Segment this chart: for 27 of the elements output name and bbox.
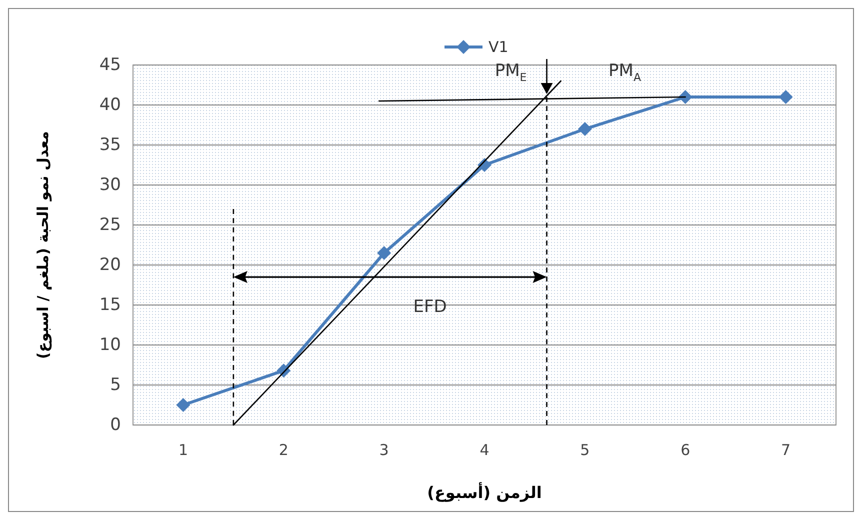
y-tick-label: 30 <box>99 175 121 195</box>
y-tick-label: 35 <box>99 135 121 155</box>
point <box>377 246 392 260</box>
y-tick-label: 40 <box>99 95 121 115</box>
y-tick-label: 0 <box>110 415 121 435</box>
annotation: PM$_{E}$ <box>494 61 527 84</box>
x-axis-title: الزمن (أسبوع) <box>427 482 542 502</box>
y-tick-label: 25 <box>99 215 121 235</box>
x-tick-label: 1 <box>178 441 188 459</box>
point <box>176 398 190 412</box>
y-tick-label: 10 <box>99 335 121 355</box>
x-tick-label: 5 <box>580 441 590 459</box>
point <box>578 122 592 136</box>
point <box>678 90 692 104</box>
y-tick-label: 5 <box>110 375 121 395</box>
legend-label: V1 <box>488 38 508 56</box>
y-axis-title: معدل نمو الحبة (ملغم / اسبوع) <box>34 131 52 359</box>
y-tick-label: 15 <box>99 295 121 315</box>
point <box>778 90 793 104</box>
y-tick-label: 45 <box>99 55 121 75</box>
x-tick-label: 3 <box>379 441 389 459</box>
x-tick-label: 6 <box>680 441 690 459</box>
x-tick-label: 7 <box>781 441 791 459</box>
x-tick-label: 2 <box>278 441 288 459</box>
y-tick-label: 20 <box>99 255 121 275</box>
annotation: PM$_{A}$ <box>608 61 642 84</box>
x-tick-label: 4 <box>480 441 490 459</box>
